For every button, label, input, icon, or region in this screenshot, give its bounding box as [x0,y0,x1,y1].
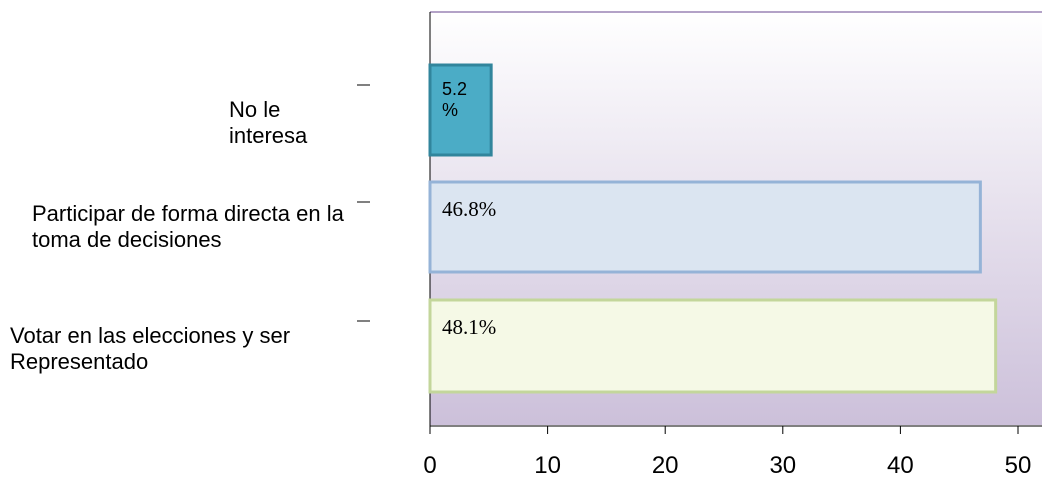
bar [428,298,998,394]
x-tick-label: 30 [769,452,797,479]
value-label: 5.2 % [442,79,468,120]
x-tick-label: 50 [1004,452,1032,479]
x-tick-label: 0 [423,452,437,479]
x-tick-label: 20 [651,452,679,479]
bar [428,63,493,157]
category-label: Participar de forma directa en la toma d… [32,201,344,252]
value-label: 46.8% [442,197,497,221]
category-label: No le interesa [229,97,308,148]
value-label: 48.1% [442,315,497,339]
x-tick-label: 40 [887,452,914,479]
bar [428,180,982,274]
category-label: Votar en las elecciones y ser Representa… [10,323,291,374]
x-tick-label: 10 [534,452,561,479]
